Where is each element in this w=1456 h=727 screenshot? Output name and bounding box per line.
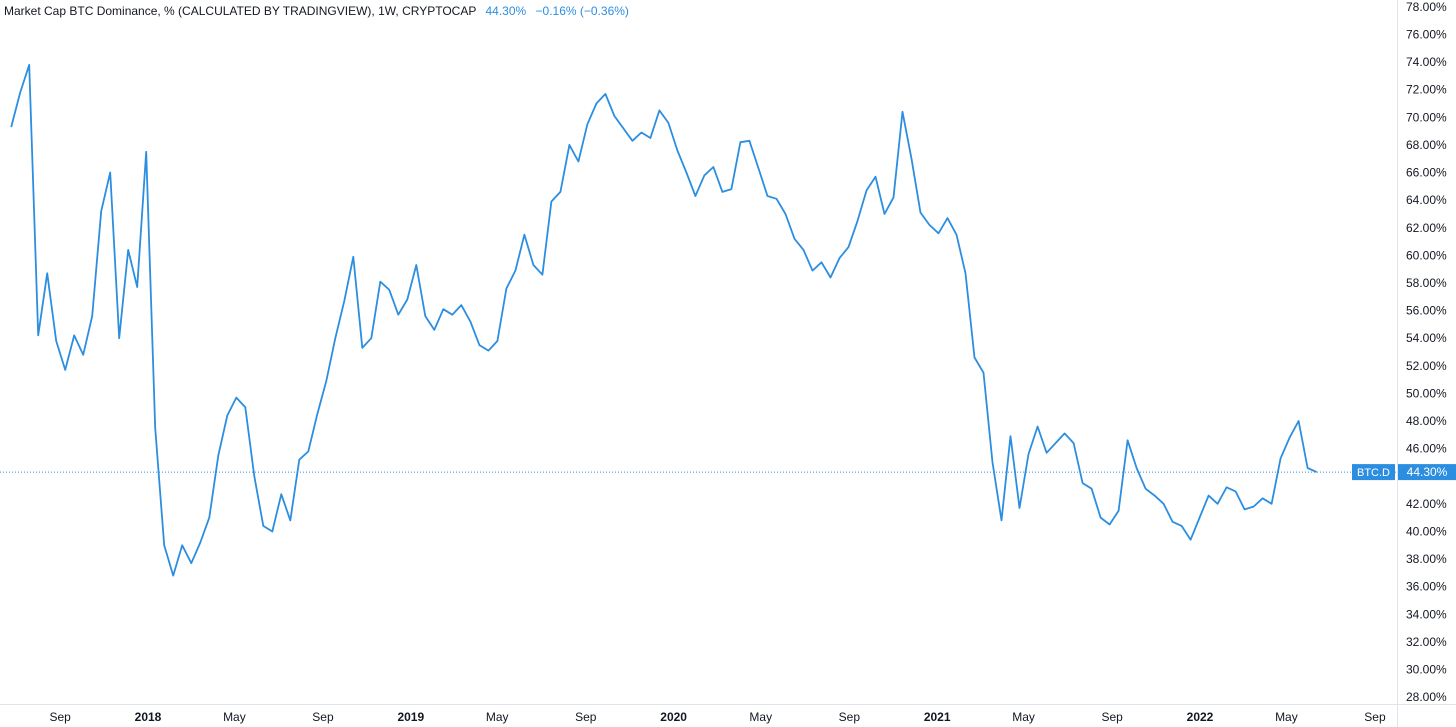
btc-dominance-line — [10, 64, 1317, 577]
y-tick-label: 66.00% — [1406, 166, 1447, 180]
y-tick-label: 38.00% — [1406, 552, 1447, 566]
x-tick-label: 2018 — [135, 710, 162, 724]
y-tick-label: 48.00% — [1406, 414, 1447, 428]
x-tick-label: 2020 — [660, 710, 687, 724]
y-tick-label: 68.00% — [1406, 138, 1447, 152]
x-tick-label: May — [1275, 710, 1298, 724]
last-value-label: 44.30% — [1407, 465, 1448, 479]
chart-header: Market Cap BTC Dominance, % (CALCULATED … — [4, 4, 629, 18]
y-tick-label: 74.00% — [1406, 55, 1447, 69]
x-tick-label: Sep — [1364, 710, 1386, 724]
series-name-badge — [1352, 464, 1395, 481]
series-name-label: BTC.D — [1357, 467, 1390, 479]
y-tick-label: 28.00% — [1406, 690, 1447, 704]
x-tick-label: May — [223, 710, 246, 724]
y-tick-label: 40.00% — [1406, 524, 1447, 538]
y-tick-label: 72.00% — [1406, 83, 1447, 97]
x-tick-label: Sep — [1101, 710, 1123, 724]
x-tick-label: Sep — [839, 710, 861, 724]
y-tick-label: 36.00% — [1406, 580, 1447, 594]
y-tick-label: 76.00% — [1406, 28, 1447, 42]
y-tick-label: 34.00% — [1406, 607, 1447, 621]
y-tick-label: 62.00% — [1406, 221, 1447, 235]
y-tick-label: 70.00% — [1406, 110, 1447, 124]
y-tick-label: 60.00% — [1406, 248, 1447, 262]
x-tick-label: 2022 — [1187, 710, 1214, 724]
y-tick-label: 42.00% — [1406, 497, 1447, 511]
last-value-badge — [1398, 464, 1456, 481]
y-tick-label: 78.00% — [1406, 0, 1447, 14]
y-tick-label: 64.00% — [1406, 193, 1447, 207]
y-tick-label: 50.00% — [1406, 386, 1447, 400]
x-tick-label: Sep — [49, 710, 71, 724]
y-tick-label: 52.00% — [1406, 359, 1447, 373]
x-tick-label: May — [749, 710, 772, 724]
y-tick-label: 32.00% — [1406, 635, 1447, 649]
x-tick-label: 2021 — [924, 710, 951, 724]
x-tick-label: Sep — [312, 710, 334, 724]
y-tick-label: 54.00% — [1406, 331, 1447, 345]
change-value: −0.16% (−0.36%) — [535, 4, 629, 18]
y-tick-label: 46.00% — [1406, 442, 1447, 456]
chart-title: Market Cap BTC Dominance, % (CALCULATED … — [4, 4, 477, 18]
x-tick-label: 2019 — [397, 710, 424, 724]
y-tick-label: 56.00% — [1406, 304, 1447, 318]
x-tick-label: Sep — [575, 710, 597, 724]
x-tick-label: May — [1012, 710, 1035, 724]
y-tick-label: 30.00% — [1406, 662, 1447, 676]
x-tick-label: May — [486, 710, 509, 724]
y-tick-label: 58.00% — [1406, 276, 1447, 290]
current-value: 44.30% — [485, 4, 527, 18]
